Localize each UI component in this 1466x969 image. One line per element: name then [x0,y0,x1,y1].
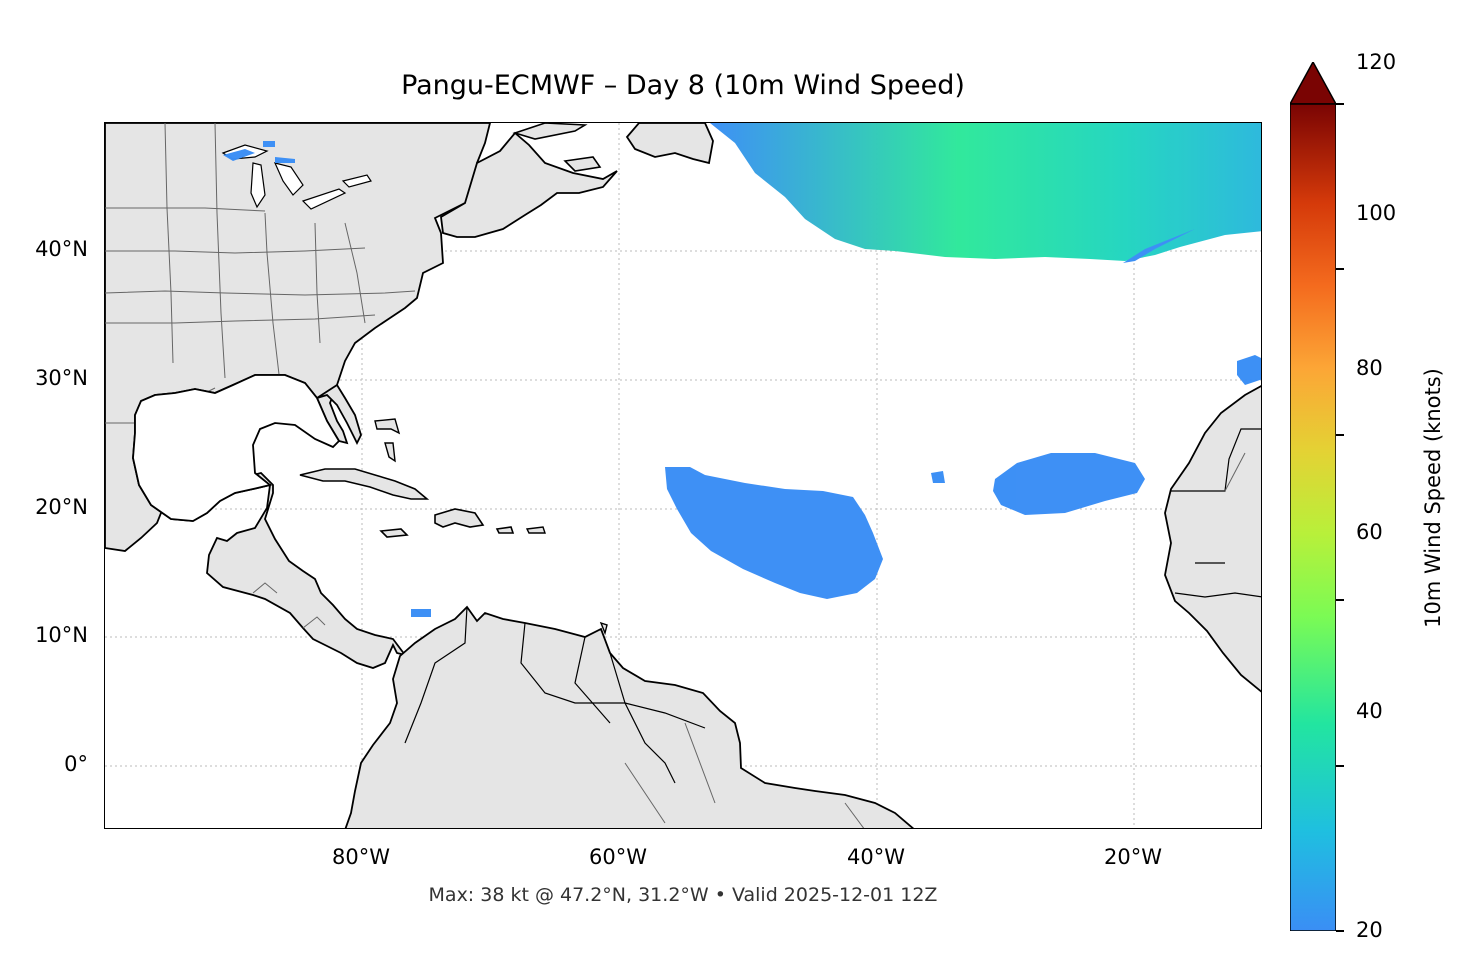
lat-label-40n: 40°N [35,237,88,261]
cb-tick-mark-100 [1336,268,1344,270]
lat-label-0: 0° [64,752,88,776]
land-bahamas [374,418,401,463]
colorbar-label: 10m Wind Speed (knots) [1421,368,1445,628]
wind-area-north-atlantic [710,123,1261,261]
land-cape-breton [512,123,602,172]
land-hispaniola [434,508,485,528]
cb-tick-80: 80 [1356,356,1383,380]
cb-tick-mark-20 [1336,930,1344,932]
land-jamaica [379,528,409,538]
africa-borders [1171,428,1261,598]
lat-label-30n: 30°N [35,366,88,390]
cb-tick-mark-80 [1336,434,1344,436]
africa-admin [1224,452,1246,492]
lon-label-80w: 80°W [332,845,390,869]
land-maritimes [440,131,618,238]
map-panel[interactable] [104,122,1262,829]
map-title: Pangu-ECMWF – Day 8 (10m Wind Speed) [401,70,965,101]
lon-label-20w: 20°W [1104,845,1162,869]
land-cuba [299,468,430,500]
wind-area-central [665,467,883,599]
lake-michigan [250,162,266,209]
cb-tick-120: 120 [1356,50,1397,74]
land-florida [316,383,362,446]
colorbar-extend-arrow [1290,62,1336,105]
wind-area-east [993,453,1145,515]
lon-label-60w: 60°W [589,845,647,869]
land-north-america [105,123,491,669]
wind-area-canary [1237,355,1261,385]
wind-streak [1123,229,1195,263]
map-canvas [105,123,1261,828]
lat-label-10n: 10°N [35,623,88,647]
land-lesser-antilles [525,526,608,636]
colorbar [1290,62,1336,931]
lake-huron [273,162,304,196]
land-south-america [344,605,915,828]
land-puerto-rico [495,526,515,534]
lake-ontario [341,174,372,188]
cb-tick-mark-60 [1336,599,1344,601]
lon-label-40w: 40°W [847,845,905,869]
south-america-admin [624,722,865,828]
cb-tick-60: 60 [1356,520,1383,544]
cb-tick-mark-120 [1336,103,1344,105]
cb-tick-20: 20 [1356,918,1383,942]
map-subtitle: Max: 38 kt @ 47.2°N, 31.2°W • Valid 2025… [428,884,938,906]
land-africa [1164,385,1261,693]
wind-speck-caribbean [411,609,431,617]
wind-speck-lakes [223,141,295,163]
cb-tick-mark-40 [1336,765,1344,767]
south-america-borders [404,606,706,784]
land-newfoundland [625,123,714,165]
wind-speck-mid [931,471,945,483]
lake-erie [301,188,347,210]
admin-borders [105,123,416,629]
ocean-gulf-of-mexico [132,374,341,522]
wind-speed-field [223,123,1261,617]
cb-tick-40: 40 [1356,699,1383,723]
cb-tick-100: 100 [1356,201,1397,225]
colorbar-gradient [1290,103,1336,931]
lat-label-20n: 20°N [35,495,88,519]
